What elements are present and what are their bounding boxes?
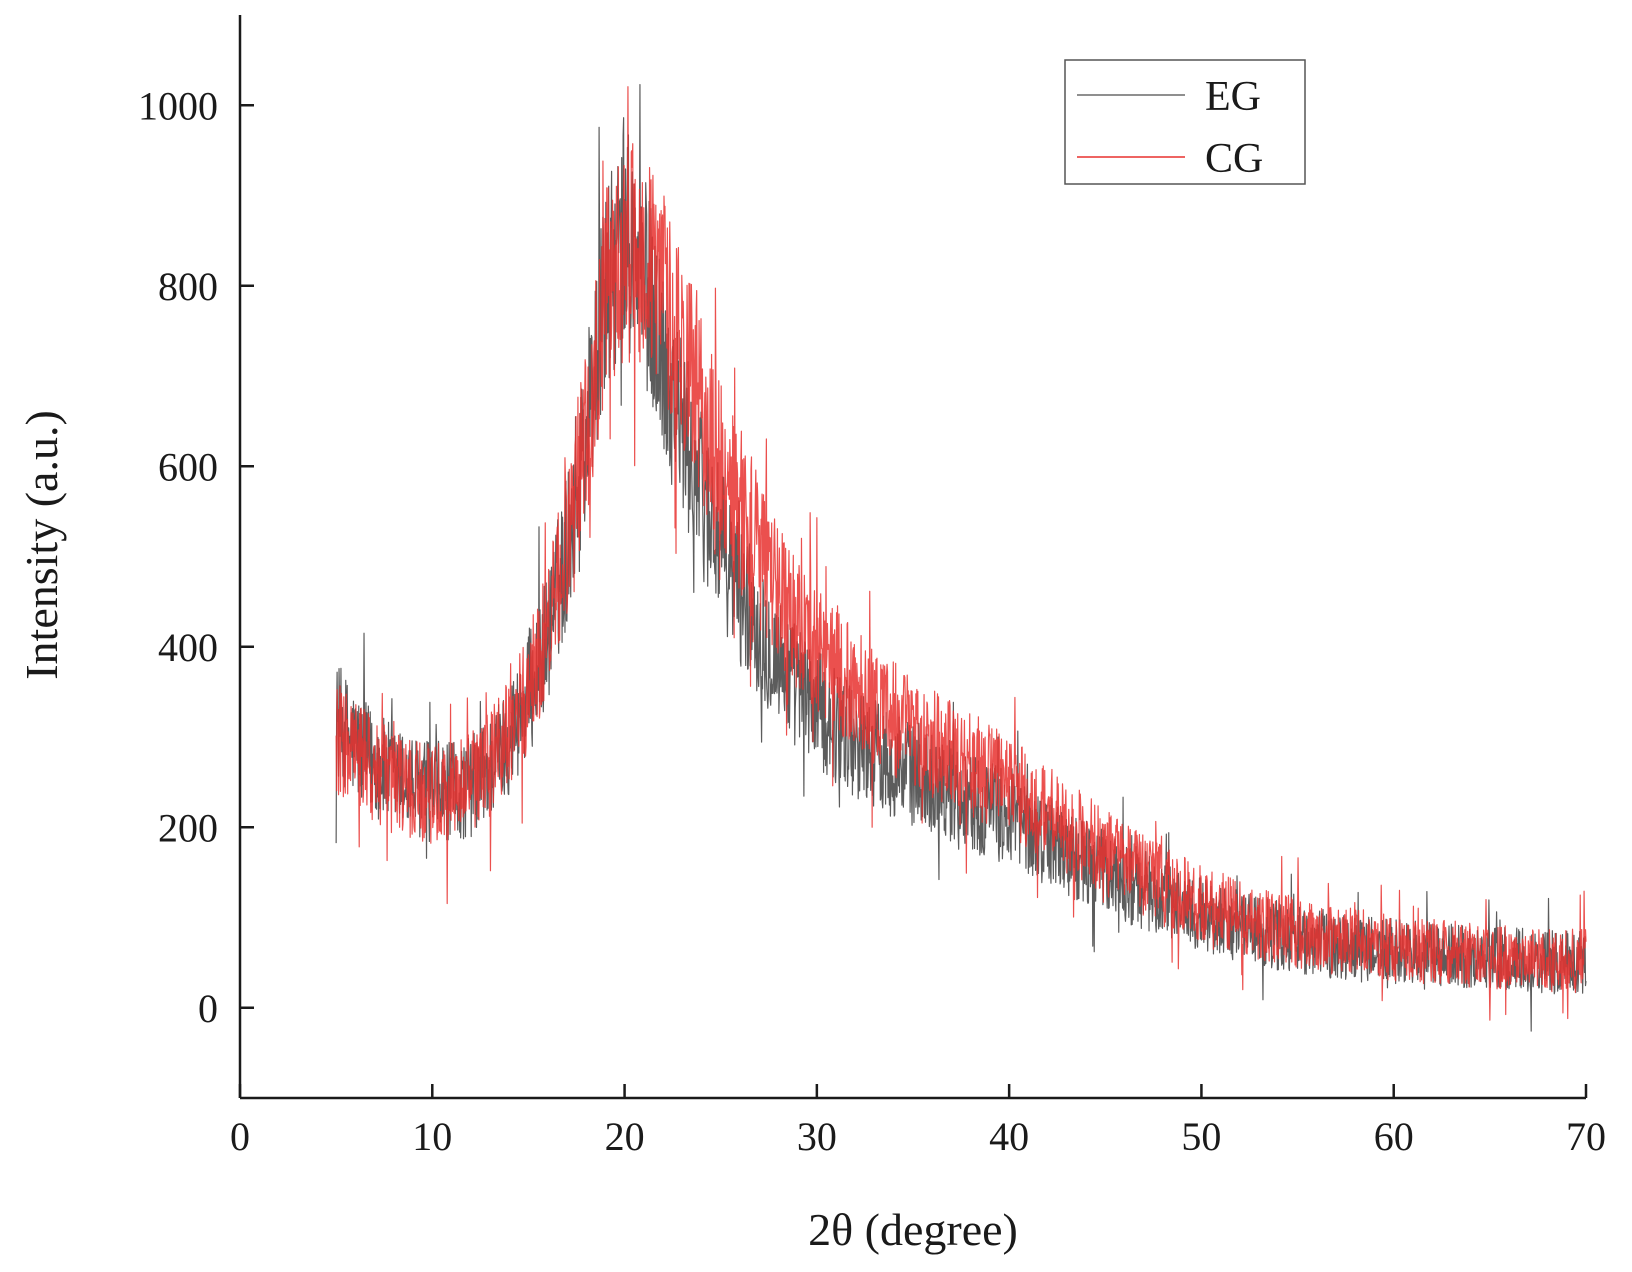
x-tick-label: 50 xyxy=(1181,1114,1221,1159)
x-tick-label: 10 xyxy=(412,1114,452,1159)
y-tick-label: 800 xyxy=(158,264,218,309)
x-ticks: 0 10 20 30 40 50 60 70 xyxy=(230,1084,1606,1159)
y-tick-label: 200 xyxy=(158,805,218,850)
axes xyxy=(238,15,1586,1100)
x-tick-label: 60 xyxy=(1374,1114,1414,1159)
x-tick-label: 20 xyxy=(605,1114,645,1159)
y-tick-label: 600 xyxy=(158,444,218,489)
series-line-cg xyxy=(335,86,1587,1021)
x-tick-label: 40 xyxy=(989,1114,1029,1159)
y-ticks: 0 200 400 600 800 1000 xyxy=(138,83,254,1031)
series-line-eg xyxy=(335,84,1587,1032)
y-axis-label: Intensity (a.u.) xyxy=(16,410,67,680)
plot-area xyxy=(335,84,1587,1032)
x-tick-label: 30 xyxy=(797,1114,837,1159)
y-tick-label: 0 xyxy=(198,986,218,1031)
y-tick-label: 1000 xyxy=(138,83,218,128)
x-tick-label: 70 xyxy=(1566,1114,1606,1159)
legend: EG CG xyxy=(1064,59,1306,185)
legend-box xyxy=(1064,59,1306,185)
y-tick-label: 400 xyxy=(158,625,218,670)
x-tick-label: 0 xyxy=(230,1114,250,1159)
legend-label-cg: CG xyxy=(1205,136,1263,182)
legend-label-eg: EG xyxy=(1205,74,1261,120)
x-axis-label: 2θ (degree) xyxy=(808,1204,1018,1255)
